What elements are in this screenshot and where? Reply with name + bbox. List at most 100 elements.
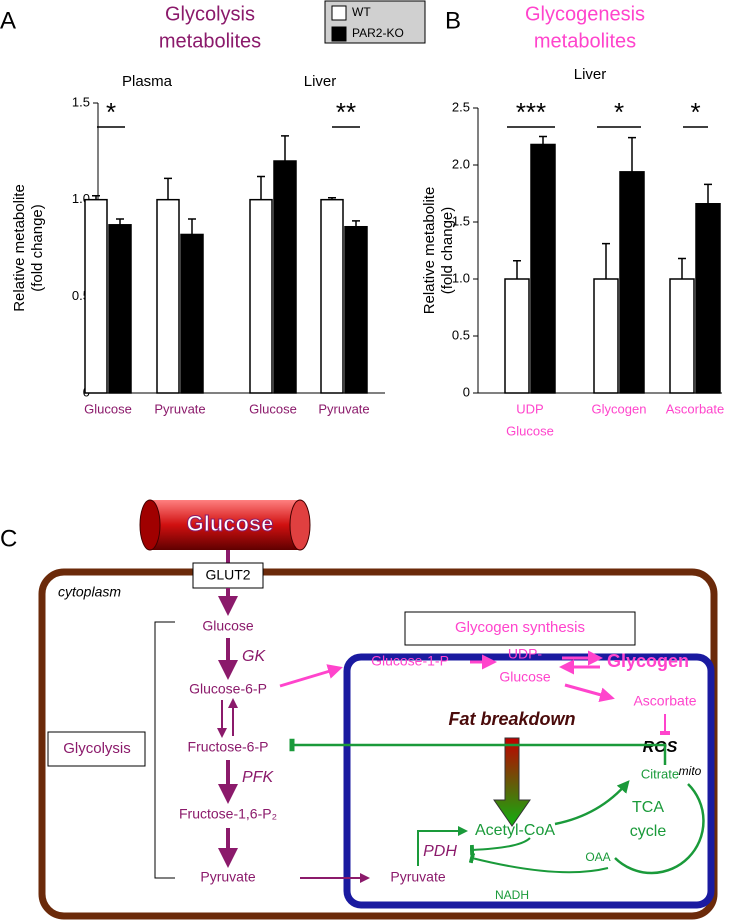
glycolysis-box [47,731,146,767]
bar [320,198,344,394]
metabolite: Pyruvate [200,869,255,885]
mito-label: mito [679,764,702,778]
pathway-diagram: Glucose GLUT2 cytoplasm Glucose Glucose-… [38,499,718,920]
legend-swatch [331,26,347,42]
error-bar [628,136,636,172]
error-bar [328,196,336,200]
chart-title: Glycogenesis [525,3,645,25]
x-tick-label: Glycogen [592,401,647,416]
significance: * [614,97,624,127]
y-axis-label: (fold change) [439,207,456,295]
panel-label: A [0,7,16,34]
y-tick-label: 1.5 [452,213,470,228]
y-axis-label: Relative metabolite [421,187,438,315]
bar [273,160,297,394]
error-bar [281,135,289,161]
metabolite: Acetyl-CoA [475,822,555,839]
error-bar [539,135,547,145]
error-bar [257,175,265,200]
significance: *** [516,97,546,127]
tube-cap [139,499,161,551]
arrow [279,664,343,688]
error-bar [352,220,360,227]
legend-label: WT [352,5,371,19]
legend-swatch [331,5,347,21]
metabolite: Citrate [641,766,679,781]
bar [249,198,273,394]
tca-arc [614,783,705,875]
tube-label: Glucose [187,511,274,536]
significance: * [106,97,116,127]
x-tick-label: Pyruvate [318,401,369,416]
chart-title: metabolites [159,30,261,52]
metabolite: Glucose [202,618,254,634]
error-bar [92,195,100,200]
synthesis-label: Glycogen synthesis [455,619,585,636]
metabolite: Pyruvate [390,869,445,885]
error-bar [602,242,610,279]
tube [150,500,300,550]
metabolite: OAA [585,850,610,864]
y-tick-label: 1.0 [452,270,470,285]
fat-arrow [493,737,531,827]
metabolite: Fructose-1,6-P₂ [179,806,277,822]
significance: * [690,97,700,127]
group-label: Plasma [122,73,173,90]
glut2: GLUT2 [205,567,250,583]
x-tick-label: Pyruvate [154,401,205,416]
y-tick-label: 2.0 [452,156,470,171]
mito-box [343,653,715,909]
arrow [417,826,468,866]
metabolite: Glucose-1-P [371,653,449,669]
metabolite: Glucose [499,669,551,685]
enzyme: GK [242,648,266,665]
error-bar [678,257,686,279]
bracket [154,621,175,879]
bar [108,224,132,394]
bar [84,198,108,394]
bar [156,198,180,394]
bar [593,278,619,394]
ros: ROS [643,739,678,756]
metabolite: NADH [495,888,529,902]
chart-title: metabolites [534,30,636,52]
error-bar [164,177,172,200]
arrow [564,683,615,703]
fat-breakdown: Fat breakdown [448,709,575,729]
metabolite: Fructose-6-P [188,739,269,755]
panel-label: C [0,525,17,552]
bar [504,278,530,394]
inhibit [468,852,609,874]
y-tick-label: 0 [463,384,470,399]
synthesis-box [404,611,636,646]
inhibit [289,738,667,765]
bar [669,278,695,394]
x-tick-label: Glucose [249,401,297,416]
tca: cycle [630,823,667,840]
y-tick-label: 2.5 [452,99,470,114]
error-bar [513,260,521,279]
tube-cap [289,499,311,551]
error-bar [116,218,124,225]
enzyme: PDH [423,843,457,860]
legend-label: PAR2-KO [352,26,404,40]
group-label: Liver [574,66,607,83]
error-bar [188,218,196,235]
bar [344,225,368,394]
chart-title: Glycolysis [165,3,255,25]
cytoplasm-label: cytoplasm [58,584,121,600]
significance: ** [336,97,356,127]
bar [530,143,556,394]
x-tick-label: Glucose [506,423,554,438]
metabolite: Ascorbate [633,693,696,709]
x-tick-label: Glucose [84,401,132,416]
bar [619,171,645,394]
inhibit [469,837,531,856]
tca: TCA [632,799,664,816]
x-tick-label: Ascorbate [666,401,725,416]
y-tick-label: 0.5 [452,327,470,342]
x-tick-label: UDP [516,401,543,416]
group-label: Liver [304,73,337,90]
glut2-box [192,562,264,589]
